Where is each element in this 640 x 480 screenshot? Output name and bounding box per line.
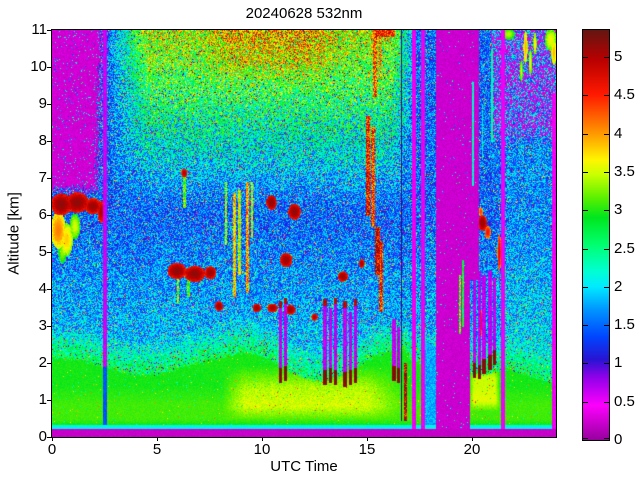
colorbar (582, 29, 610, 441)
x-tick-mark (52, 437, 53, 441)
y-tick-mark (47, 30, 51, 31)
y-tick-label: 5 (38, 243, 47, 260)
y-tick-mark (47, 437, 51, 438)
colorbar-tick-mark (604, 401, 609, 403)
y-tick-label: 1 (38, 391, 47, 408)
x-tick-label: 20 (463, 441, 481, 458)
x-tick-mark (157, 437, 158, 441)
colorbar-tick-label: 3 (614, 201, 623, 219)
y-tick-label: 3 (38, 317, 47, 334)
colorbar-tick-mark (604, 363, 609, 365)
y-tick-label: 0 (38, 428, 47, 445)
colorbar-tick-mark (604, 286, 609, 288)
colorbar-tick-mark (583, 325, 588, 327)
colorbar-tick-label: 2 (614, 277, 623, 295)
colorbar-tick-label: 4.5 (614, 86, 635, 104)
colorbar-tick-label: 1.5 (614, 316, 635, 334)
y-tick-mark (47, 141, 51, 142)
y-tick-mark (47, 363, 51, 364)
colorbar-tick-mark (583, 57, 588, 58)
y-tick-label: 2 (38, 354, 47, 371)
y-tick-label: 11 (31, 21, 47, 38)
x-tick-mark (472, 437, 473, 441)
y-tick-mark (47, 326, 51, 327)
colorbar-tick-mark (604, 248, 609, 250)
colorbar-tick-mark (583, 286, 588, 288)
plot-area (51, 29, 557, 438)
colorbar-tick-mark (583, 171, 588, 173)
x-tick-label: 5 (152, 441, 162, 458)
x-axis-label: UTC Time (270, 458, 338, 475)
y-tick-mark (47, 67, 51, 68)
x-tick-mark (367, 437, 368, 441)
y-tick-mark (47, 289, 51, 290)
colorbar-tick-label: 2.5 (614, 239, 635, 257)
colorbar-tick-mark (604, 210, 609, 212)
x-tick-label: 10 (253, 441, 271, 458)
colorbar-tick-mark (583, 95, 588, 97)
colorbar-tick-label: 1 (614, 354, 623, 372)
chart-title: 20240628 532nm (245, 5, 363, 22)
y-tick-mark (47, 104, 51, 105)
y-tick-mark (47, 252, 51, 253)
colorbar-tick-mark (604, 95, 609, 97)
colorbar-tick-mark (583, 363, 588, 365)
y-tick-label: 10 (30, 58, 47, 75)
heatmap-canvas (52, 30, 556, 437)
colorbar-tick-mark (604, 438, 609, 439)
colorbar-tick-label: 4 (614, 124, 623, 142)
y-tick-label: 6 (38, 206, 47, 223)
x-tick-label: 0 (47, 441, 57, 458)
y-tick-label: 7 (38, 169, 47, 186)
colorbar-tick-mark (604, 133, 609, 135)
colorbar-tick-mark (604, 325, 609, 327)
colorbar-tick-label: 3.5 (614, 162, 635, 180)
colorbar-tick-mark (604, 57, 609, 58)
y-tick-mark (47, 215, 51, 216)
y-tick-label: 4 (38, 280, 47, 297)
y-tick-label: 9 (38, 95, 47, 112)
y-tick-label: 8 (38, 132, 47, 149)
colorbar-tick-mark (583, 438, 588, 439)
colorbar-tick-mark (604, 171, 609, 173)
x-tick-mark (262, 437, 263, 441)
colorbar-tick-mark (583, 210, 588, 212)
colorbar-tick-label: 0.5 (614, 392, 635, 410)
colorbar-tick-mark (583, 248, 588, 250)
y-tick-mark (47, 178, 51, 179)
colorbar-tick-label: 0 (614, 431, 623, 448)
x-tick-label: 15 (358, 441, 376, 458)
y-tick-mark (47, 400, 51, 401)
colorbar-tick-label: 5 (614, 48, 623, 65)
colorbar-tick-mark (583, 401, 588, 403)
colorbar-gradient (583, 30, 609, 440)
colorbar-tick-mark (583, 133, 588, 135)
